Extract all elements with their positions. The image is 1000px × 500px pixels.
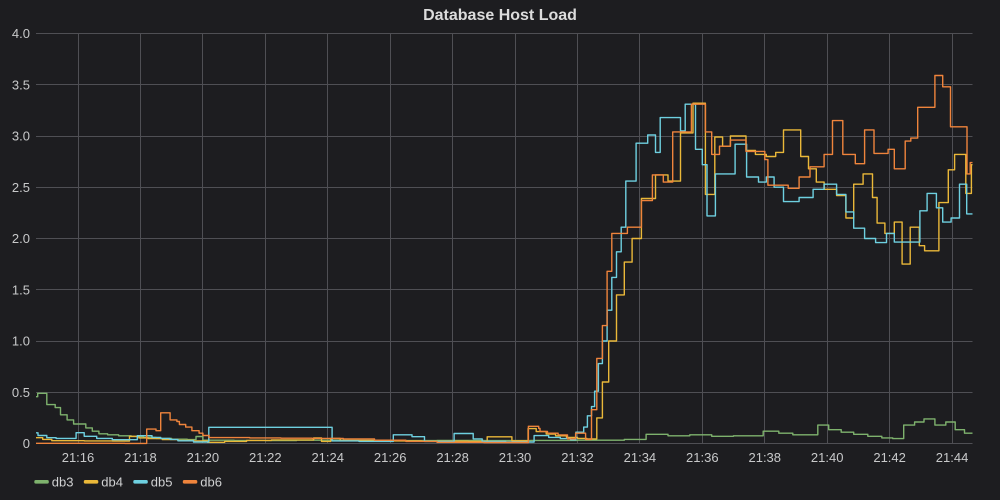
svg-text:21:38: 21:38 [748, 450, 781, 465]
svg-text:21:40: 21:40 [811, 450, 844, 465]
svg-text:21:30: 21:30 [499, 450, 532, 465]
svg-text:1.0: 1.0 [12, 334, 30, 349]
svg-text:0.5: 0.5 [12, 385, 30, 400]
svg-text:21:42: 21:42 [873, 450, 906, 465]
svg-text:21:22: 21:22 [249, 450, 282, 465]
svg-text:21:18: 21:18 [124, 450, 157, 465]
svg-text:3.0: 3.0 [12, 129, 30, 144]
svg-text:2.0: 2.0 [12, 231, 30, 246]
svg-text:db4: db4 [101, 475, 123, 490]
svg-text:21:36: 21:36 [686, 450, 719, 465]
svg-text:4.0: 4.0 [12, 26, 30, 41]
svg-text:1.5: 1.5 [12, 282, 30, 297]
svg-text:db3: db3 [52, 475, 74, 490]
svg-text:21:28: 21:28 [436, 450, 469, 465]
svg-text:0: 0 [23, 436, 30, 451]
svg-text:db6: db6 [200, 475, 222, 490]
svg-text:21:24: 21:24 [311, 450, 344, 465]
svg-text:21:34: 21:34 [624, 450, 657, 465]
svg-text:Database Host Load: Database Host Load [423, 7, 577, 24]
svg-text:21:26: 21:26 [374, 450, 407, 465]
svg-text:21:20: 21:20 [187, 450, 220, 465]
svg-text:21:44: 21:44 [936, 450, 969, 465]
svg-text:21:32: 21:32 [561, 450, 594, 465]
svg-text:21:16: 21:16 [62, 450, 95, 465]
svg-text:3.5: 3.5 [12, 77, 30, 92]
svg-text:2.5: 2.5 [12, 180, 30, 195]
svg-text:db5: db5 [151, 475, 173, 490]
